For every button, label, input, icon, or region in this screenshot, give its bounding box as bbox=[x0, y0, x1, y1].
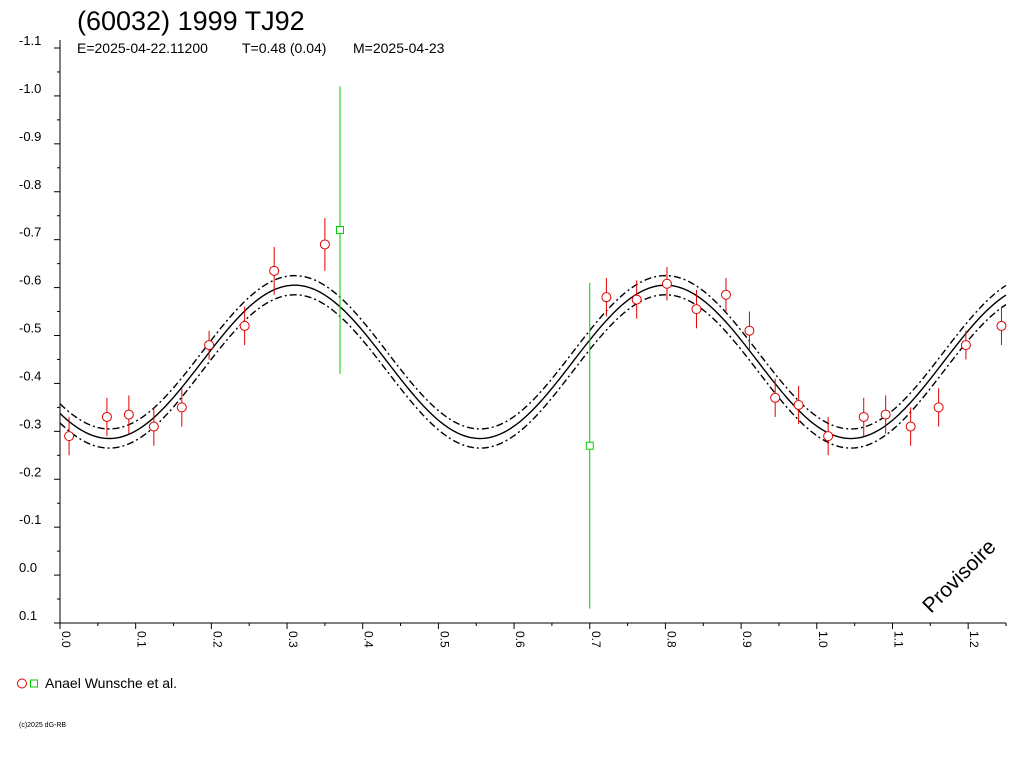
fit-curves bbox=[59, 274, 1007, 449]
data-point-circle bbox=[269, 265, 280, 276]
x-tick-label: 0.0 bbox=[59, 631, 73, 648]
data-point-circle bbox=[880, 409, 891, 420]
data-point-circle bbox=[720, 289, 731, 300]
provisional-watermark: Provisoire bbox=[918, 535, 1000, 617]
y-tick-label: 0.1 bbox=[19, 608, 37, 623]
data-point-circle bbox=[793, 399, 804, 410]
data-point-circle bbox=[101, 411, 112, 422]
data-point-circle bbox=[905, 421, 916, 432]
axes: -1.1 -1.0 -0.9 -0.8 -0.7 -0.6 -0.5 -0.4 -0.3 -0.2… bbox=[19, 33, 1007, 648]
chart-title: (60032) 1999 TJ92 bbox=[77, 6, 305, 36]
data-point-circle bbox=[601, 292, 612, 303]
y-tick-label: -0.2 bbox=[19, 464, 41, 479]
y-tick-label: -1.1 bbox=[19, 33, 41, 48]
legend-label: Anael Wunsche et al. bbox=[45, 675, 177, 691]
data-point-circle bbox=[319, 239, 330, 250]
fit-curve-main bbox=[59, 284, 1007, 440]
legend-circle-marker bbox=[17, 678, 27, 689]
data-point-circle bbox=[239, 320, 250, 331]
x-tick-label: 0.7 bbox=[589, 631, 603, 648]
data-point-circle bbox=[691, 304, 702, 315]
data-point-circle bbox=[176, 402, 187, 413]
legend: Anael Wunsche et al. bbox=[17, 675, 177, 691]
y-tick-label: -0.7 bbox=[19, 225, 41, 240]
y-tick-label: -0.8 bbox=[19, 177, 41, 192]
y-tick-label: -0.5 bbox=[19, 321, 41, 336]
fit-curve-lower bbox=[59, 294, 1007, 449]
data-point-circle bbox=[204, 340, 215, 351]
fit-curve-upper bbox=[59, 274, 1007, 430]
data-point-circle bbox=[64, 431, 75, 442]
data-point-circle bbox=[148, 421, 159, 432]
x-tick-label: 0.3 bbox=[286, 631, 300, 648]
data-point-circle bbox=[631, 294, 642, 305]
data-point-circle bbox=[823, 431, 834, 442]
legend-square-marker bbox=[30, 679, 38, 688]
x-tick-label: 0.1 bbox=[135, 631, 149, 648]
x-tick-label: 1.0 bbox=[816, 631, 830, 648]
data-points bbox=[64, 86, 1007, 609]
y-tick-label: -0.3 bbox=[19, 416, 41, 431]
x-tick-label: 0.2 bbox=[210, 631, 224, 648]
period-label: T=0.48 (0.04) bbox=[242, 40, 326, 56]
y-tick-label: -0.9 bbox=[19, 129, 41, 144]
data-point-square bbox=[336, 226, 345, 235]
x-tick-label: 1.1 bbox=[891, 631, 905, 648]
data-point-circle bbox=[661, 278, 672, 289]
x-tick-label: 1.2 bbox=[967, 631, 981, 648]
data-point-circle bbox=[123, 409, 134, 420]
x-tick-label: 0.6 bbox=[513, 631, 527, 648]
data-point-circle bbox=[933, 402, 944, 413]
x-tick-label: 0.8 bbox=[664, 631, 678, 648]
x-tick-label: 0.4 bbox=[362, 631, 376, 648]
y-tick-label: -0.4 bbox=[19, 368, 41, 383]
x-tick-label: 0.5 bbox=[437, 631, 451, 648]
y-tick-label: -0.1 bbox=[19, 512, 41, 527]
data-point-circle bbox=[996, 320, 1007, 331]
epoch-label: E=2025-04-22.11200 bbox=[77, 40, 208, 56]
x-tick-label: 0.9 bbox=[740, 631, 754, 648]
copyright-note: (c)2025 dG-RB bbox=[19, 722, 66, 729]
data-point-circle bbox=[770, 392, 781, 403]
y-tick-label: 0.0 bbox=[19, 560, 37, 575]
data-point-square bbox=[585, 441, 594, 450]
y-tick-label: -0.6 bbox=[19, 273, 41, 288]
data-point-circle bbox=[858, 411, 869, 422]
data-point-circle bbox=[960, 340, 971, 351]
mid-date-label: M=2025-04-23 bbox=[353, 40, 445, 56]
data-point-circle bbox=[744, 325, 755, 336]
y-tick-label: -1.0 bbox=[19, 81, 41, 96]
